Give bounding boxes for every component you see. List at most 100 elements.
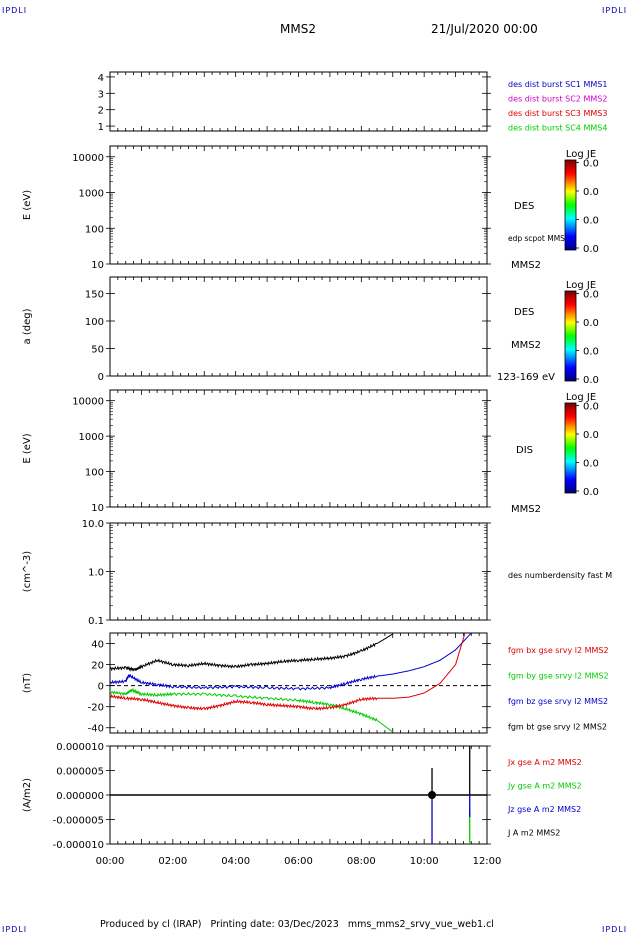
y-tick-label: 0.000005 [56, 767, 104, 778]
y-tick-label: -0.000005 [53, 816, 104, 827]
panel-frame-6 [109, 632, 488, 734]
logo-right: IPDLI [602, 6, 628, 15]
panel-frame-2 [109, 145, 488, 265]
y-axis-label: (cm^-3) [22, 551, 33, 592]
legend-entry: Jy gse A m2 MMS2 [507, 782, 582, 791]
legend-entry: des dist burst SC1 MMS1 [508, 80, 607, 89]
side-label-mms2: MMS2 [511, 504, 541, 515]
colorbar-tick-label: 0.0 [583, 216, 599, 227]
y-axis-label: E (eV) [22, 190, 33, 220]
colorbar [564, 402, 577, 494]
x-tick-label: 04:00 [221, 856, 250, 867]
y-tick-label: 0.1 [88, 616, 104, 627]
side-label-energy-range: 123-169 eV [497, 372, 555, 383]
side-label-dis: DIS [516, 445, 533, 456]
y-tick-label: 50 [91, 345, 104, 356]
panel-frame-5 [109, 522, 488, 621]
colorbar [564, 290, 577, 382]
colorbar-tick-label: 0.0 [583, 487, 599, 498]
footer-logo-left: IPDLI [2, 925, 28, 934]
x-tick-label: 12:00 [473, 856, 502, 867]
footer-text: Produced by cl (IRAP) Printing date: 03/… [100, 919, 494, 930]
colorbar-tick-label: 0.0 [583, 187, 599, 198]
y-tick-label: -40 [88, 724, 104, 735]
series-line-fgm bx gse srvy l2 MMS2 [110, 633, 466, 711]
legend-entry: des dist burst SC2 MMS2 [508, 95, 607, 104]
side-label-des: DES [514, 307, 534, 318]
colorbar-title: Log JE [566, 149, 596, 160]
y-tick-label: -0.000010 [53, 840, 104, 851]
colorbar-tick-label: 0.0 [583, 159, 599, 170]
panel-frame-1 [109, 71, 488, 132]
date-title: 21/Jul/2020 00:00 [431, 22, 538, 36]
side-label-scpot: edp scpot MMS2 [508, 234, 570, 243]
y-tick-label: 150 [85, 290, 104, 301]
y-tick-label: 1000 [79, 432, 104, 443]
y-tick-label: 100 [85, 468, 104, 479]
y-tick-label: 0.000000 [56, 791, 104, 802]
y-axis-label: a (deg) [22, 308, 33, 344]
y-tick-label: 4 [98, 73, 104, 84]
colorbar-title: Log JE [566, 280, 596, 291]
series-line-fgm by gse srvy l2 MMS2 [110, 687, 394, 733]
y-tick-label: 1 [98, 122, 104, 133]
legend-entry: J A m2 MMS2 [507, 829, 560, 838]
y-tick-label: 10 [91, 260, 104, 271]
legend-entry: fgm by gse srvy l2 MMS2 [508, 672, 609, 681]
colorbar-tick-label: 0.0 [583, 318, 599, 329]
colorbar-tick-label: 0.0 [583, 459, 599, 470]
y-tick-label: 20 [91, 661, 104, 672]
y-tick-label: 0 [98, 372, 104, 383]
y-tick-label: 10000 [72, 153, 104, 164]
legend-entry: Jx gse A m2 MMS2 [507, 758, 582, 767]
y-tick-label: 1000 [79, 189, 104, 200]
footer-logo-right: IPDLI [602, 925, 628, 934]
y-tick-label: 10.0 [82, 519, 104, 530]
y-tick-label: 10000 [72, 397, 104, 408]
x-tick-label: 02:00 [158, 856, 187, 867]
x-tick-label: 00:00 [96, 856, 125, 867]
colorbar-tick-label: 0.0 [583, 244, 599, 255]
spacecraft-title: MMS2 [280, 22, 316, 36]
legend-entry: des dist burst SC4 MMS4 [508, 124, 607, 133]
colorbar-title: Log JE [566, 392, 596, 403]
x-tick-label: 10:00 [410, 856, 439, 867]
panel-frame-4 [109, 389, 488, 508]
y-tick-label: 10 [91, 503, 104, 514]
y-tick-label: 40 [91, 640, 104, 651]
colorbar-tick-label: 0.0 [583, 375, 599, 386]
y-tick-label: 100 [85, 224, 104, 235]
series-line-fgm bt gse srvy l2 MMS2 [110, 633, 394, 672]
y-axis-label: (nT) [22, 673, 33, 693]
y-tick-label: 0.000010 [56, 742, 104, 753]
x-tick-label: 08:00 [347, 856, 376, 867]
legend-entry: des numberdensity fast M [508, 571, 612, 580]
colorbar [564, 159, 577, 251]
legend-entry: fgm bz gse srvy l2 MMS2 [508, 697, 608, 706]
legend-entry: fgm bx gse srvy l2 MMS2 [508, 646, 609, 655]
colorbar-tick-label: 0.0 [583, 430, 599, 441]
legend-entry: Jz gse A m2 MMS2 [507, 805, 581, 814]
colorbar-tick-label: 0.0 [583, 402, 599, 413]
y-tick-label: 0 [98, 682, 104, 693]
series-line-fgm bz gse srvy l2 MMS2 [110, 633, 472, 691]
y-tick-label: 3 [98, 89, 104, 100]
side-label-des: DES [514, 201, 534, 212]
panel-frame-3 [109, 276, 488, 377]
y-axis-label: E (eV) [22, 433, 33, 463]
legend-entry: fgm bt gse srvy l2 MMS2 [508, 723, 607, 732]
y-tick-label: -20 [88, 703, 104, 714]
side-label-mms2: MMS2 [511, 340, 541, 351]
y-tick-label: 2 [98, 106, 104, 117]
y-tick-label: 1.0 [88, 568, 104, 579]
colorbar-tick-label: 0.0 [583, 290, 599, 301]
side-label-mms2: MMS2 [511, 260, 541, 271]
logo-left: IPDLI [2, 6, 28, 15]
current-blob [428, 791, 437, 799]
y-tick-label: 100 [85, 317, 104, 328]
legend-entry: des dist burst SC3 MMS3 [508, 109, 607, 118]
x-tick-label: 06:00 [284, 856, 313, 867]
y-axis-label: (A/m2) [22, 778, 33, 812]
colorbar-tick-label: 0.0 [583, 347, 599, 358]
